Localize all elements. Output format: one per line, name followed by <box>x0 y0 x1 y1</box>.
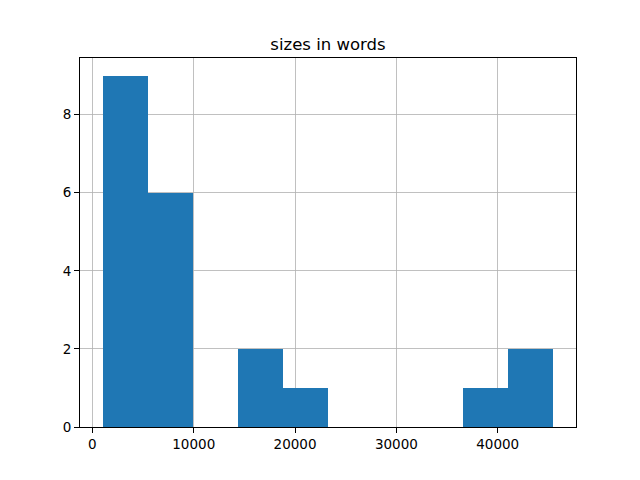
svg-text:10000: 10000 <box>172 436 215 452</box>
svg-text:0: 0 <box>63 419 72 435</box>
svg-text:4: 4 <box>63 263 72 279</box>
svg-text:0: 0 <box>88 436 97 452</box>
svg-text:30000: 30000 <box>375 436 418 452</box>
svg-text:40000: 40000 <box>476 436 519 452</box>
svg-text:6: 6 <box>63 184 72 200</box>
svg-text:8: 8 <box>63 106 72 122</box>
svg-text:2: 2 <box>63 341 72 357</box>
svg-text:20000: 20000 <box>274 436 317 452</box>
svg-text:sizes in words: sizes in words <box>270 35 385 54</box>
